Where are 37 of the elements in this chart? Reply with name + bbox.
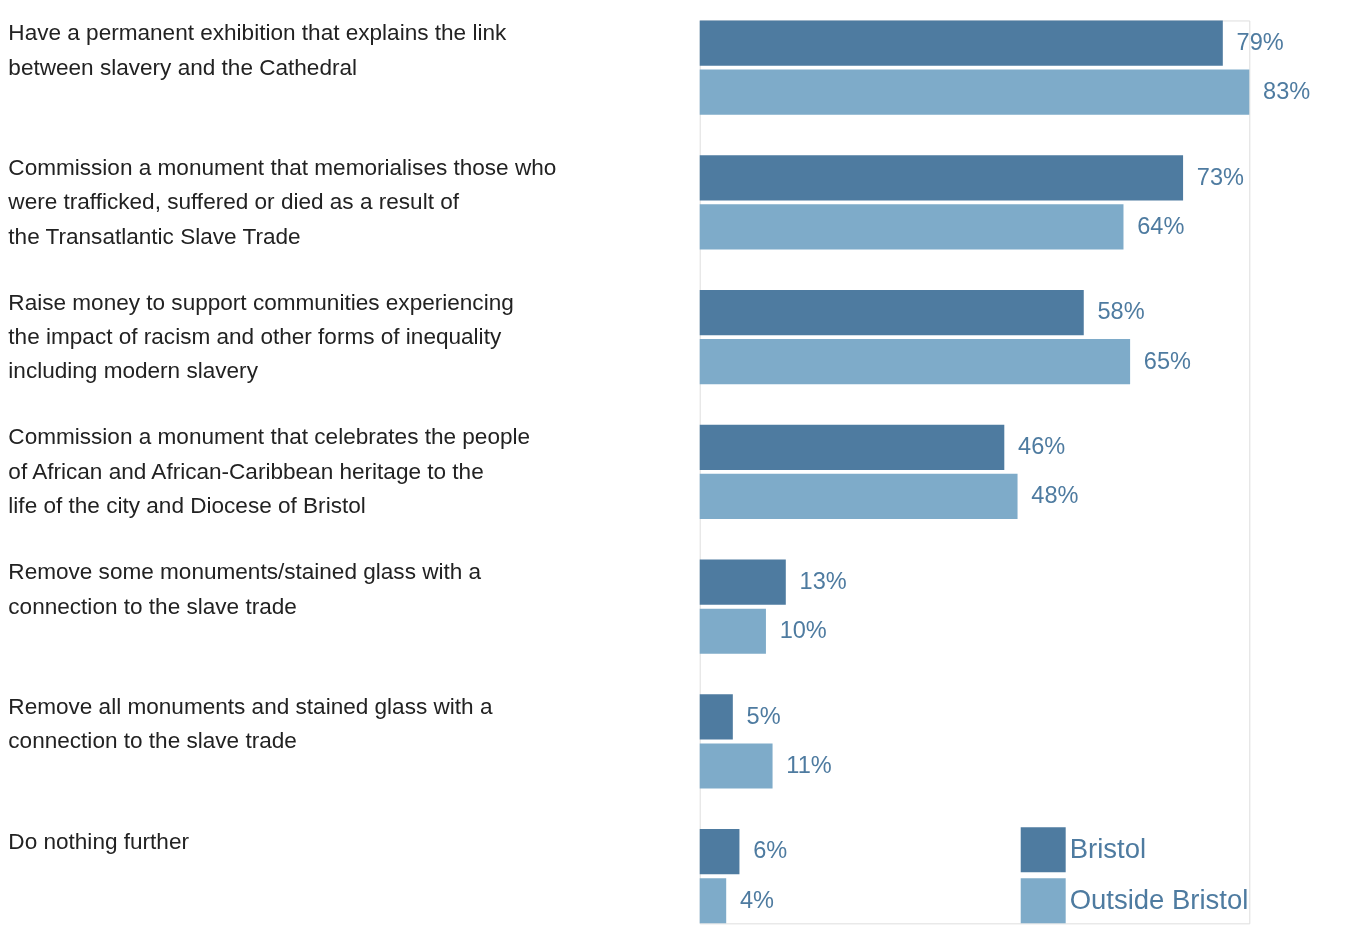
bar bbox=[699, 339, 1131, 385]
data-label: 11% bbox=[786, 751, 832, 778]
y-tick-label: Commission a monument that memorialises those who were trafficked, suffered or died as a result of the Transatlantic Slave Trade bbox=[7, 154, 557, 249]
legend-label: Outside Bristol bbox=[1069, 883, 1249, 915]
bar bbox=[699, 608, 766, 654]
data-label: 64% bbox=[1137, 212, 1185, 239]
bar bbox=[699, 20, 1223, 66]
bar bbox=[699, 424, 1005, 470]
bar bbox=[699, 829, 740, 875]
data-label: 46% bbox=[1018, 433, 1066, 460]
bar bbox=[699, 878, 727, 924]
bar bbox=[699, 155, 1184, 201]
data-label: 13% bbox=[799, 567, 847, 594]
data-label: 79% bbox=[1236, 28, 1284, 55]
data-label: 73% bbox=[1196, 163, 1245, 190]
bar bbox=[699, 694, 733, 740]
data-label: 65% bbox=[1143, 347, 1192, 374]
data-label: 58% bbox=[1097, 298, 1145, 325]
y-tick-label: Remove some monuments/stained glass with a connection to the slave trade bbox=[8, 559, 482, 619]
bar bbox=[699, 204, 1124, 250]
bar bbox=[699, 743, 773, 789]
y-tick-label: Commission a monument that celebrates the people of African and African-Caribbean heritage to the life of the city and Diocese of Bristol bbox=[8, 424, 531, 519]
data-label: 4% bbox=[739, 886, 775, 913]
bar bbox=[699, 69, 1250, 115]
bar bbox=[699, 289, 1084, 336]
data-label: 83% bbox=[1263, 78, 1311, 105]
data-label: 10% bbox=[779, 617, 827, 644]
y-tick-label: Remove all monuments and stained glass with a connection to the slave trade bbox=[8, 693, 493, 754]
data-label: 48% bbox=[1031, 482, 1079, 509]
y-tick-label: Do nothing further bbox=[8, 828, 190, 854]
legend-label: Bristol bbox=[1069, 832, 1147, 864]
bar bbox=[699, 559, 786, 605]
data-label: 6% bbox=[753, 837, 788, 864]
bar bbox=[699, 473, 1018, 520]
data-label: 5% bbox=[746, 702, 781, 729]
y-tick-label: Raise money to support communities experiencing the impact of racism and other forms of inequality including modern slavery bbox=[8, 289, 514, 384]
y-tick-label: Have a permanent exhibition that explains the link between slavery and the Cathedral bbox=[8, 20, 507, 80]
